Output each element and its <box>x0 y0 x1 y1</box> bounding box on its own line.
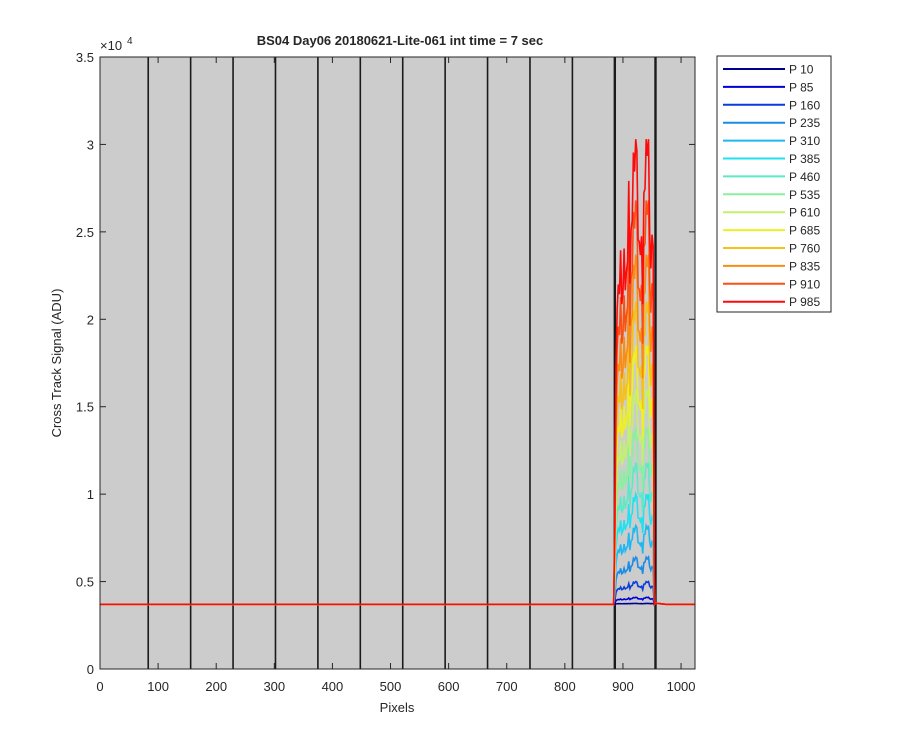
chart-title: BS04 Day06 20180621-Lite-061 int time = … <box>257 33 544 48</box>
y-tick-label: 0.5 <box>76 575 94 590</box>
legend-label: P 910 <box>789 277 820 291</box>
x-tick-label: 400 <box>322 679 344 694</box>
x-tick-label: 100 <box>147 679 169 694</box>
legend-label: P 85 <box>789 80 814 94</box>
y-exponent-power: 4 <box>127 36 133 47</box>
x-tick-label: 1000 <box>667 679 696 694</box>
legend-label: P 385 <box>789 152 820 166</box>
legend-label: P 985 <box>789 295 820 309</box>
y-tick-label: 2 <box>87 312 94 327</box>
legend-label: P 535 <box>789 188 820 202</box>
legend-label: P 685 <box>789 224 820 238</box>
y-tick-label: 1.5 <box>76 400 94 415</box>
y-axis-label: Cross Track Signal (ADU) <box>49 289 64 438</box>
legend-label: P 835 <box>789 259 820 273</box>
y-tick-label: 3 <box>87 137 94 152</box>
legend-label: P 760 <box>789 242 820 256</box>
x-tick-label: 600 <box>438 679 460 694</box>
x-tick-label: 0 <box>96 679 103 694</box>
x-tick-label: 900 <box>612 679 634 694</box>
x-tick-label: 800 <box>554 679 576 694</box>
y-tick-label: 0 <box>87 662 94 677</box>
legend-label: P 610 <box>789 206 820 220</box>
series-lines <box>100 139 695 607</box>
vertical-markers <box>147 57 657 669</box>
series-line-p-985 <box>100 139 695 607</box>
legend: P 10 P 85 P 160 P 235 P 310 P 385 P 460 P 535 P … <box>716 55 832 313</box>
legend-label: P 310 <box>789 134 820 148</box>
y-tick-label: 1 <box>87 487 94 502</box>
y-exponent-base: ×10 <box>100 38 122 53</box>
y-tick-label: 2.5 <box>76 225 94 240</box>
x-tick-label: 700 <box>496 679 518 694</box>
y-axis: 0 0.5 1 1.5 2 2.5 3 3.5 <box>76 50 695 677</box>
plot-frame <box>99 56 696 670</box>
plot-background <box>100 57 695 669</box>
x-axis-label: Pixels <box>380 700 415 715</box>
x-tick-label: 300 <box>263 679 285 694</box>
legend-label: P 235 <box>789 116 820 130</box>
legend-label: P 160 <box>789 98 820 112</box>
legend-box <box>716 55 832 313</box>
y-tick-label: 3.5 <box>76 50 94 65</box>
legend-label: P 460 <box>789 170 820 184</box>
x-tick-label: 500 <box>380 679 402 694</box>
x-tick-label: 200 <box>205 679 227 694</box>
legend-label: P 10 <box>789 63 814 77</box>
x-axis: 0 100 200 300 400 500 600 700 800 900 1000 <box>96 57 696 694</box>
